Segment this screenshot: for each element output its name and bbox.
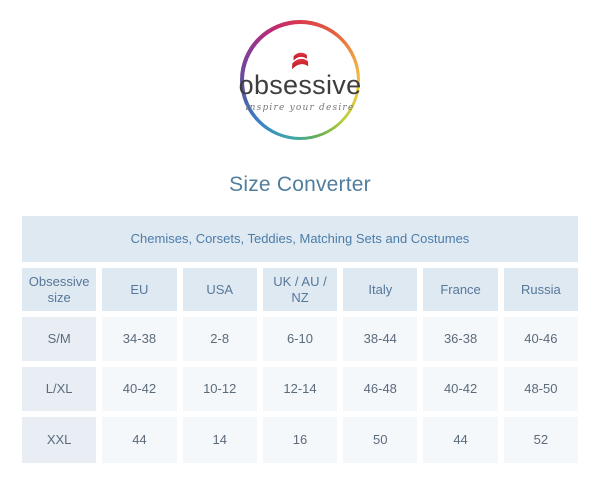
cell-xxl-france: 44 xyxy=(423,417,498,463)
column-header-italy: Italy xyxy=(343,268,418,311)
cell-sm-france: 36-38 xyxy=(423,317,498,361)
cell-xxl-usa: 14 xyxy=(182,417,257,463)
size-converter-table: Chemises, Corsets, Teddies, Matching Set… xyxy=(22,216,578,463)
column-header-obsessive-size: Obsessive size xyxy=(22,268,97,311)
cell-sm-italy: 38-44 xyxy=(343,317,418,361)
brand-wordmark: obsessive xyxy=(238,69,362,100)
cell-lxl-eu: 40-42 xyxy=(102,367,177,411)
cell-lxl-france: 40-42 xyxy=(423,367,498,411)
flame-icon xyxy=(292,52,309,69)
cell-sm-uk: 6-10 xyxy=(262,317,338,361)
cell-xxl-russia: 52 xyxy=(503,417,578,463)
row-label-sm: S/M xyxy=(22,317,97,361)
cell-xxl-eu: 44 xyxy=(102,417,177,463)
cell-lxl-usa: 10-12 xyxy=(182,367,257,411)
column-header-uk-au-nz: UK / AU / NZ xyxy=(262,268,338,311)
cell-lxl-russia: 48-50 xyxy=(503,367,578,411)
cell-sm-usa: 2-8 xyxy=(182,317,257,361)
cell-sm-russia: 40-46 xyxy=(503,317,578,361)
row-label-xxl: XXL xyxy=(22,417,97,463)
column-header-usa: USA xyxy=(182,268,257,311)
rainbow-ring: obsessive inspire your desire xyxy=(239,20,361,140)
brand-tagline: inspire your desire xyxy=(245,102,355,113)
page-title: Size Converter xyxy=(229,173,371,196)
column-header-russia: Russia xyxy=(503,268,578,311)
column-header-eu: EU xyxy=(102,268,177,311)
cell-xxl-italy: 50 xyxy=(343,417,418,463)
cell-lxl-italy: 46-48 xyxy=(343,367,418,411)
cell-lxl-uk: 12-14 xyxy=(262,367,338,411)
logo-inner-circle: obsessive inspire your desire xyxy=(239,23,361,137)
row-label-lxl: L/XL xyxy=(22,367,97,411)
cell-sm-eu: 34-38 xyxy=(102,317,177,361)
column-header-france: France xyxy=(423,268,498,311)
brand-logo: obsessive inspire your desire xyxy=(0,0,600,140)
cell-xxl-uk: 16 xyxy=(262,417,338,463)
table-caption: Chemises, Corsets, Teddies, Matching Set… xyxy=(22,216,578,262)
